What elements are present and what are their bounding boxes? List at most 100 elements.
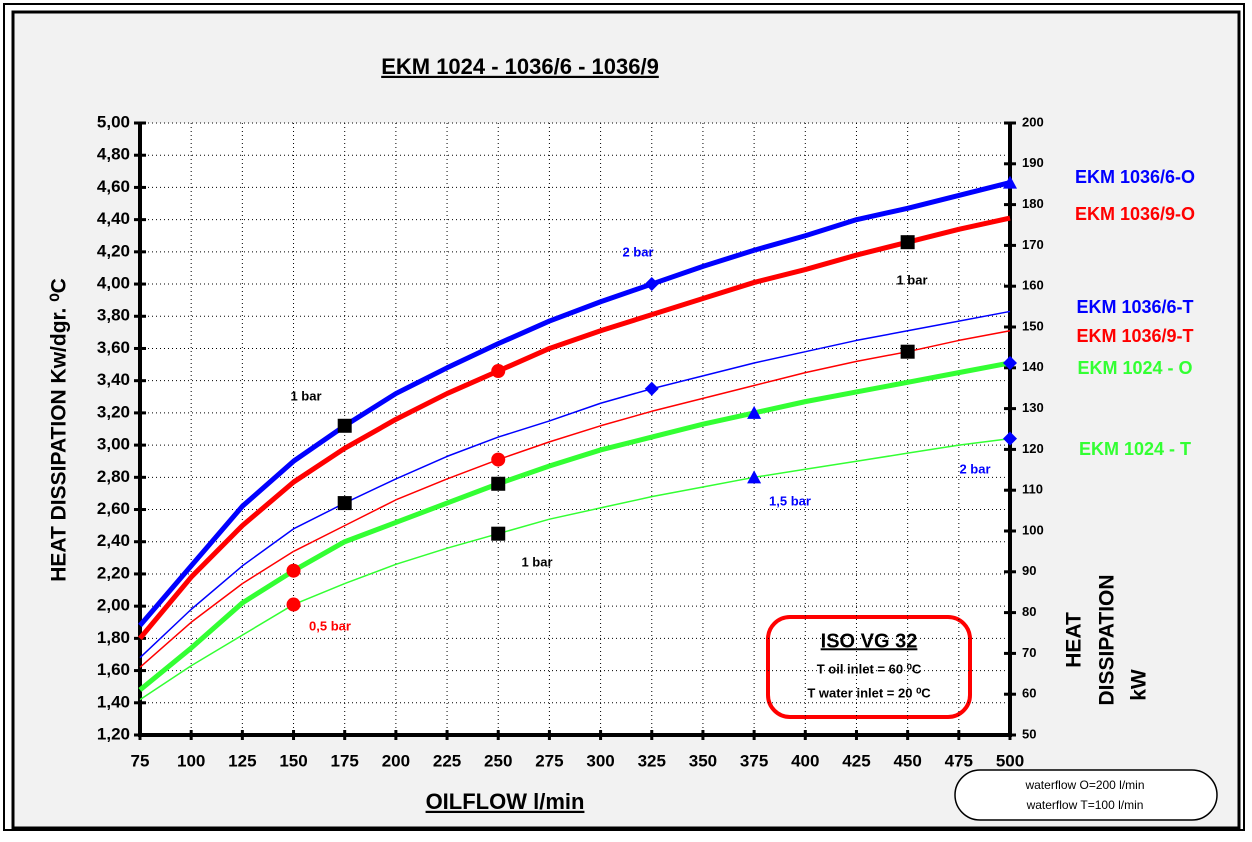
- y-tick-label: 3,80: [97, 306, 130, 325]
- marker: [900, 235, 915, 250]
- annotation: 1 bar: [896, 272, 927, 287]
- y2-tick-label: 120: [1022, 441, 1044, 456]
- annotation: 0,5 bar: [309, 618, 351, 633]
- y-tick-label: 3,20: [97, 402, 130, 421]
- legend-label: EKM 1024 - T: [1079, 439, 1191, 459]
- x-tick-label: 225: [433, 751, 461, 770]
- y2-tick-label: 140: [1022, 359, 1044, 374]
- y2-tick-label: 150: [1022, 318, 1044, 333]
- y2-tick-label: 130: [1022, 400, 1044, 415]
- legend-label: EKM 1024 - O: [1077, 358, 1192, 378]
- y2-tick-label: 70: [1022, 645, 1036, 660]
- annotation: 1 bar: [521, 554, 552, 569]
- y2-tick-label: 60: [1022, 686, 1036, 701]
- x-tick-label: 325: [638, 751, 666, 770]
- marker: [900, 344, 915, 359]
- series-line: [138, 180, 1011, 628]
- y-tick-label: 1,40: [97, 692, 130, 711]
- y-tick-label: 3,00: [97, 435, 130, 454]
- annotation: 1 bar: [290, 388, 321, 403]
- marker: [747, 405, 762, 419]
- marker: [747, 470, 762, 484]
- y-tick-label: 2,40: [97, 531, 130, 550]
- waterflow-box: [954, 769, 1218, 821]
- x-tick-label: 200: [382, 751, 410, 770]
- marker: [286, 597, 301, 612]
- y2-tick-label: 180: [1022, 196, 1044, 211]
- y-tick-label: 4,60: [97, 177, 130, 196]
- legend-label: EKM 1036/6-T: [1076, 297, 1193, 317]
- x-tick-label: 350: [689, 751, 717, 770]
- y2-tick-label: 200: [1022, 114, 1044, 129]
- y-axis-label: HEAT DISSIPATION Kw/dgr. ⁰C: [48, 278, 71, 582]
- info-line: T oil inlet = 60 ⁰C: [817, 661, 922, 676]
- series-line: [138, 215, 1011, 640]
- x-tick-label: 300: [586, 751, 614, 770]
- x-tick-label: 450: [893, 751, 921, 770]
- series-line: [139, 437, 1011, 701]
- series-line: [139, 330, 1011, 668]
- y2-tick-label: 170: [1022, 237, 1044, 252]
- marker: [491, 526, 506, 541]
- x-tick-label: 475: [945, 751, 973, 770]
- marker: [286, 563, 301, 578]
- x-tick-label: 75: [131, 751, 150, 770]
- y-tick-label: 3,60: [97, 338, 130, 357]
- marker: [491, 452, 506, 467]
- info-line: T water inlet = 20 ⁰C: [807, 685, 931, 700]
- y2-tick-label: 160: [1022, 278, 1044, 293]
- x-axis-label: OILFLOW l/min: [426, 789, 585, 814]
- y2-tick-label: 190: [1022, 155, 1044, 170]
- y-tick-label: 5,00: [97, 112, 130, 131]
- y-tick-label: 1,20: [97, 724, 130, 743]
- chart-title: EKM 1024 - 1036/6 - 1036/9: [381, 54, 659, 79]
- legend-label: EKM 1036/9-T: [1076, 326, 1193, 346]
- x-tick-label: 275: [535, 751, 563, 770]
- x-tick-label: 500: [996, 751, 1024, 770]
- x-tick-label: 150: [279, 751, 307, 770]
- marker: [1003, 431, 1017, 446]
- x-tick-label: 250: [484, 751, 512, 770]
- info-title: ISO VG 32: [821, 630, 918, 652]
- marker: [491, 476, 506, 491]
- y2-axis-label: DISSIPATION: [1096, 574, 1119, 705]
- y-tick-label: 2,20: [97, 563, 130, 582]
- x-tick-label: 425: [842, 751, 870, 770]
- y2-tick-label: 50: [1022, 726, 1036, 741]
- y-tick-label: 4,40: [97, 209, 130, 228]
- marker: [1003, 175, 1017, 189]
- series-line: [139, 310, 1011, 659]
- y-tick-label: 1,60: [97, 660, 130, 679]
- marker: [337, 496, 352, 511]
- legend-label: EKM 1036/6-O: [1075, 167, 1195, 187]
- marker: [644, 277, 659, 292]
- waterflow-line: waterflow O=200 l/min: [1024, 778, 1144, 792]
- annotation: 2 bar: [622, 244, 653, 259]
- info-box: [766, 615, 972, 719]
- y-tick-label: 4,00: [97, 274, 130, 293]
- y2-axis-label: kW: [1128, 669, 1151, 701]
- y-tick-label: 4,80: [97, 145, 130, 164]
- x-tick-label: 100: [177, 751, 205, 770]
- marker: [644, 381, 659, 396]
- x-tick-label: 175: [331, 751, 359, 770]
- waterflow-line: waterflow T=100 l/min: [1026, 798, 1144, 812]
- annotation: 2 bar: [959, 461, 990, 476]
- y2-tick-label: 90: [1022, 563, 1036, 578]
- marker: [337, 418, 352, 433]
- y2-tick-label: 100: [1022, 522, 1044, 537]
- y2-tick-label: 110: [1022, 482, 1043, 497]
- series-line: [138, 360, 1011, 692]
- x-tick-label: 375: [740, 751, 768, 770]
- y-tick-label: 2,60: [97, 499, 130, 518]
- x-tick-label: 125: [228, 751, 256, 770]
- y-tick-label: 3,40: [97, 370, 130, 389]
- y2-tick-label: 80: [1022, 604, 1036, 619]
- legend-label: EKM 1036/9-O: [1075, 204, 1195, 224]
- y-tick-label: 4,20: [97, 241, 130, 260]
- y-tick-label: 2,00: [97, 596, 130, 615]
- y-tick-label: 1,80: [97, 628, 130, 647]
- annotation: 1,5 bar: [769, 493, 811, 508]
- marker: [1003, 355, 1017, 370]
